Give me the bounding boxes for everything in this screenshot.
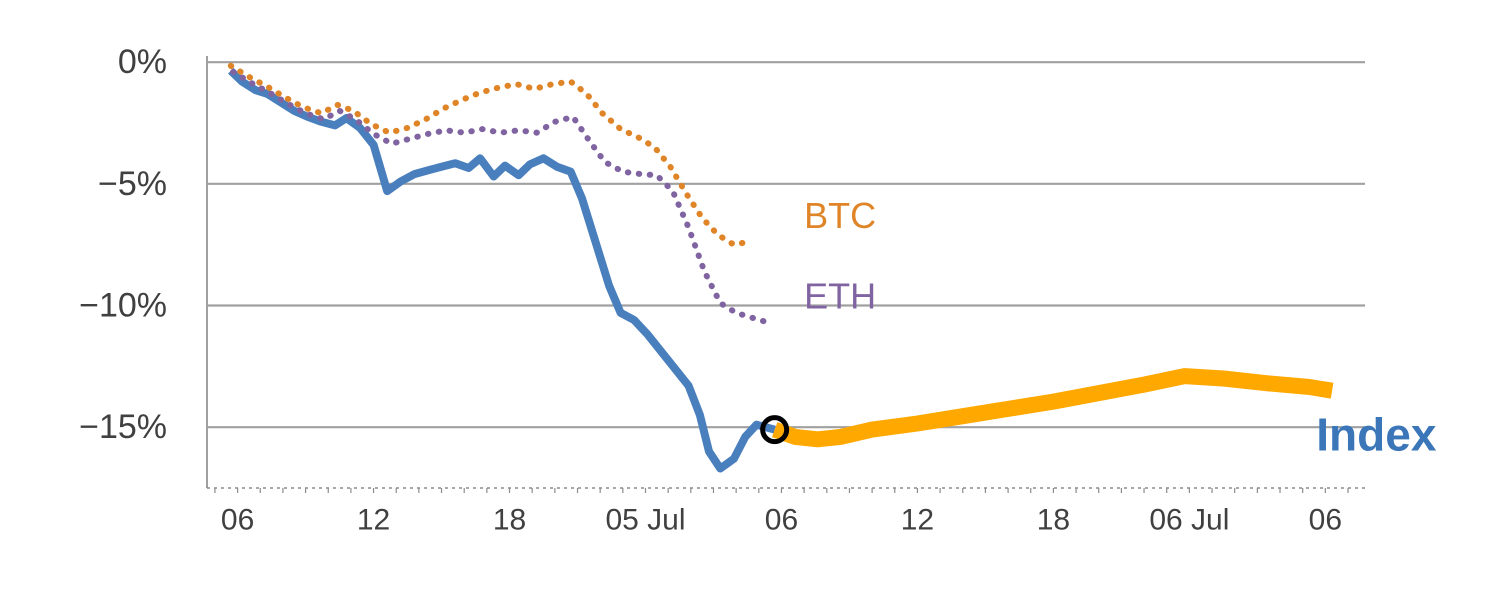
- x-tick-label: 06: [765, 504, 798, 537]
- x-tick-label: 12: [357, 504, 390, 537]
- series-label-eth: ETH: [804, 275, 876, 316]
- series-line-index-forecast: [772, 368, 1334, 448]
- y-tick-label: −15%: [79, 408, 167, 446]
- y-tick-label: 0%: [118, 43, 167, 81]
- series-label-index: Index: [1316, 408, 1437, 460]
- y-tick-label: −5%: [98, 165, 167, 203]
- series-line-index: [228, 67, 776, 473]
- index-marker: [760, 415, 790, 445]
- x-tick-label: 05 Jul: [605, 504, 685, 537]
- x-tick-label: 06: [1309, 504, 1342, 537]
- x-tick-label: 06: [221, 504, 254, 537]
- x-tick-label: 18: [493, 504, 526, 537]
- series-label-btc: BTC: [804, 195, 876, 236]
- x-tick-label: 12: [901, 504, 934, 537]
- series-line-btc: [227, 62, 755, 248]
- y-tick-label: −10%: [79, 287, 167, 325]
- x-tick-label: 18: [1037, 504, 1070, 537]
- x-tick-label: 06 Jul: [1149, 504, 1229, 537]
